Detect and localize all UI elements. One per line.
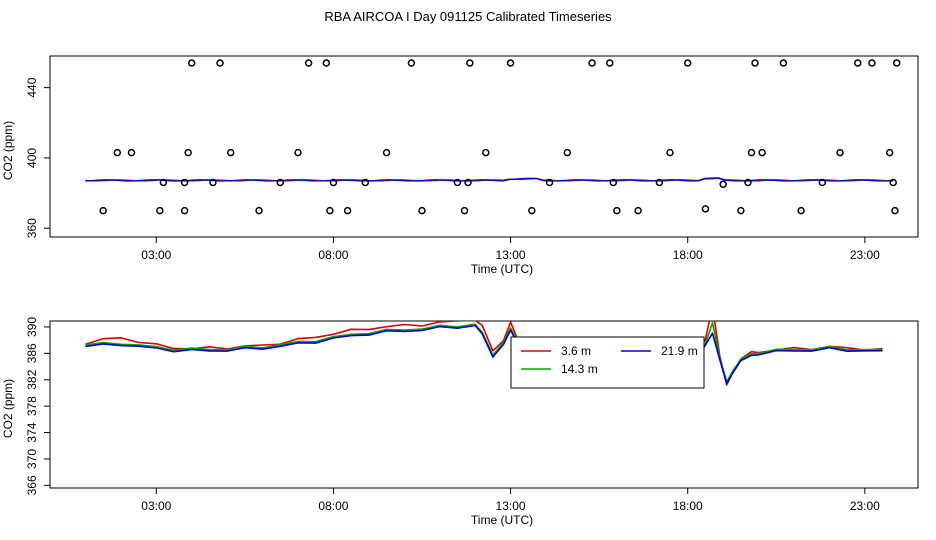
series-line-3-6-m bbox=[85, 321, 883, 386]
x-tick-label: 08:00 bbox=[318, 248, 348, 262]
flag-point bbox=[187, 59, 196, 67]
flag-point bbox=[889, 178, 897, 187]
flag-point bbox=[209, 178, 217, 187]
flag-point bbox=[683, 59, 692, 67]
flag-point bbox=[329, 178, 338, 187]
flag-point bbox=[180, 178, 189, 187]
flag-point bbox=[751, 59, 759, 67]
flag-point bbox=[528, 206, 536, 215]
flag-point bbox=[606, 59, 614, 67]
x-tick-label: 08:00 bbox=[318, 499, 348, 513]
flag-point bbox=[453, 178, 462, 187]
y-tick-label: 390 bbox=[25, 317, 39, 337]
flag-point bbox=[276, 178, 285, 187]
flag-point bbox=[156, 206, 164, 215]
flag-point bbox=[891, 206, 899, 215]
flag-point bbox=[407, 59, 416, 67]
flag-point bbox=[737, 206, 745, 215]
top-plot-frame bbox=[49, 55, 919, 238]
flag-point bbox=[127, 148, 136, 157]
y-tick-label: 378 bbox=[25, 396, 39, 416]
y-tick-label: 440 bbox=[25, 77, 39, 97]
series-line-21-9-m bbox=[85, 324, 883, 385]
flag-point bbox=[609, 178, 618, 187]
flag-point bbox=[460, 206, 469, 215]
flag-point bbox=[255, 206, 263, 215]
y-tick-label: 366 bbox=[25, 475, 39, 495]
flag-point bbox=[464, 178, 472, 187]
flag-point bbox=[666, 148, 674, 157]
top-data-layer bbox=[85, 59, 901, 215]
flag-point bbox=[747, 148, 756, 157]
flag-point bbox=[216, 59, 224, 67]
legend-label: 3.6 m bbox=[561, 344, 591, 358]
flag-point bbox=[326, 206, 334, 215]
flag-point bbox=[466, 59, 474, 67]
flag-point bbox=[159, 178, 168, 187]
flag-point bbox=[382, 148, 391, 157]
y-tick-label: 382 bbox=[25, 369, 39, 389]
x-axis-label: Time (UTC) bbox=[471, 262, 533, 276]
y-axis-label: CO2 (ppm) bbox=[1, 121, 15, 180]
flag-point bbox=[343, 206, 352, 215]
legend-label: 21.9 m bbox=[661, 344, 698, 358]
y-tick-label: 374 bbox=[25, 422, 39, 442]
flag-point bbox=[634, 206, 642, 215]
legend-box bbox=[510, 336, 705, 389]
flag-point bbox=[719, 180, 727, 189]
bottom-data-layer bbox=[85, 321, 883, 386]
flag-point bbox=[744, 178, 752, 187]
flag-point bbox=[818, 178, 827, 187]
chart-title: RBA AIRCOA I Day 091125 Calibrated Times… bbox=[324, 9, 612, 24]
flag-point bbox=[892, 59, 901, 67]
y-tick-label: 400 bbox=[25, 148, 39, 168]
flag-point bbox=[294, 148, 302, 157]
y-tick-label: 386 bbox=[25, 343, 39, 363]
flag-point bbox=[226, 148, 235, 157]
legend-label: 14.3 m bbox=[561, 362, 598, 376]
bottom-panel: 03:00 08:00 13:00 18:00 23:00 366 370 374 378 382… bbox=[1, 317, 919, 527]
x-axis-label: Time (UTC) bbox=[471, 513, 533, 527]
flag-point bbox=[613, 206, 621, 215]
flag-point bbox=[482, 148, 490, 157]
flag-point bbox=[184, 148, 192, 157]
flag-point bbox=[758, 148, 766, 157]
flag-point bbox=[868, 59, 876, 67]
flag-point bbox=[885, 148, 894, 157]
flag-point bbox=[779, 59, 788, 67]
flag-point bbox=[836, 148, 844, 157]
x-tick-label: 23:00 bbox=[850, 499, 880, 513]
flag-point bbox=[701, 205, 710, 213]
flag-point bbox=[506, 59, 515, 67]
blue-series-line bbox=[85, 177, 894, 182]
flag-point bbox=[361, 178, 370, 187]
y-tick-label: 370 bbox=[25, 449, 39, 469]
flag-point bbox=[655, 178, 664, 187]
legend: 3.6 m 21.9 m 14.3 m bbox=[510, 336, 705, 389]
x-tick-label: 23:00 bbox=[850, 248, 880, 262]
flag-point bbox=[854, 59, 862, 67]
flag-point bbox=[180, 206, 189, 215]
flag-point bbox=[563, 148, 572, 157]
x-tick-label: 13:00 bbox=[496, 248, 526, 262]
flag-point bbox=[418, 206, 426, 215]
x-tick-label: 03:00 bbox=[141, 499, 171, 513]
x-tick-label: 18:00 bbox=[673, 248, 703, 262]
x-tick-label: 03:00 bbox=[141, 248, 171, 262]
flag-point bbox=[113, 148, 122, 157]
x-tick-label: 18:00 bbox=[673, 499, 703, 513]
y-axis-label: CO2 (ppm) bbox=[1, 379, 15, 438]
y-tick-label: 360 bbox=[25, 218, 39, 238]
x-tick-label: 13:00 bbox=[496, 499, 526, 513]
bottom-plot-frame bbox=[49, 320, 919, 489]
flag-point bbox=[322, 59, 331, 67]
top-panel: 03:00 08:00 13:00 18:00 23:00 360 400 440 Time (… bbox=[1, 55, 919, 276]
flag-point bbox=[99, 206, 107, 215]
flag-point bbox=[797, 206, 805, 215]
flag-point bbox=[588, 59, 596, 67]
flag-point bbox=[545, 178, 554, 187]
flag-point bbox=[304, 59, 313, 67]
